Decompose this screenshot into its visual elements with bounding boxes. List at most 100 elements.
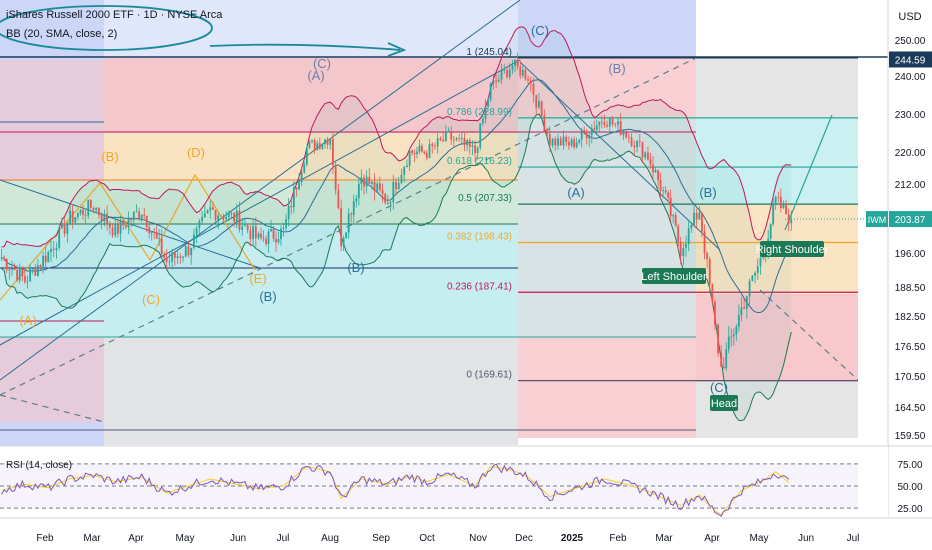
candle-body <box>373 181 376 192</box>
candle-body <box>495 80 497 82</box>
candle-body <box>155 232 158 239</box>
candle-body <box>184 246 187 257</box>
candle-body <box>442 139 445 142</box>
bb-upper <box>1 26 792 248</box>
candle-body <box>321 143 324 149</box>
price-tick: 240.00 <box>895 72 926 83</box>
candle-body <box>460 138 463 139</box>
candle-body <box>695 212 698 220</box>
fib-label-0.618: 0.618 (216.23) <box>447 156 512 167</box>
candle-body <box>257 233 260 239</box>
candle-body <box>150 232 153 234</box>
candle-body <box>392 181 395 203</box>
candle-body <box>230 212 233 214</box>
candle-body <box>630 137 633 146</box>
candle-body <box>751 275 754 282</box>
candle-body <box>452 139 455 141</box>
candle-body <box>418 145 421 152</box>
candle-body <box>487 99 489 107</box>
candle-body <box>743 307 746 309</box>
candle-body <box>540 101 543 117</box>
wave-path-orange <box>0 173 256 301</box>
candle-body <box>659 180 662 191</box>
cyan-zone-right <box>518 117 696 337</box>
candle-body <box>357 183 360 199</box>
fib-label-1: 1 (245.04) <box>466 47 512 58</box>
wave-label: (C) <box>142 292 160 307</box>
candle-body <box>506 70 508 78</box>
candle-body <box>497 79 500 82</box>
price-tick: 196.00 <box>895 249 926 260</box>
candle-body <box>386 202 389 204</box>
candle-body <box>355 198 358 202</box>
candle-body <box>759 257 762 267</box>
candle-body <box>687 228 690 244</box>
candle-body <box>714 301 716 325</box>
candle-body <box>34 268 37 276</box>
candle-body <box>606 124 608 127</box>
candle-body <box>3 257 6 259</box>
candle-body <box>580 130 583 140</box>
candle-body <box>280 228 282 240</box>
candle-body <box>538 101 540 108</box>
candle-body <box>782 203 785 209</box>
trendline-rising-2 <box>0 59 521 346</box>
candle-body <box>717 324 719 353</box>
candle-body <box>148 227 151 234</box>
candle-body <box>625 132 628 138</box>
candle-body <box>756 266 759 273</box>
candle-body <box>47 251 50 263</box>
candle-body <box>340 208 343 247</box>
candle-body <box>225 216 228 220</box>
wave-label: (B) <box>699 185 716 200</box>
candle-body <box>345 232 348 238</box>
candle-body <box>682 248 685 256</box>
candle-body <box>212 207 214 210</box>
candle-body <box>267 231 270 244</box>
candle-body <box>492 80 495 84</box>
rsi-tick: 50.00 <box>897 482 922 493</box>
candle-body <box>287 205 290 220</box>
candle-body <box>588 135 591 139</box>
candle-body <box>423 151 426 154</box>
candle-body <box>350 213 353 215</box>
candle-body <box>122 220 125 226</box>
candle-body <box>447 130 450 132</box>
trendline-rising <box>0 0 521 381</box>
candle-body <box>411 150 413 153</box>
candle-body <box>476 147 479 153</box>
candle-body <box>5 258 8 270</box>
candle-body <box>649 159 652 165</box>
candle-body <box>568 141 570 146</box>
candle-body <box>318 143 321 149</box>
candle-body <box>114 224 117 236</box>
candle-body <box>260 233 262 238</box>
candle-body <box>316 143 319 150</box>
candle-body <box>598 121 601 126</box>
candle-body <box>436 138 439 147</box>
fib-label-0.5: 0.5 (207.33) <box>458 193 512 204</box>
candle-body <box>52 248 55 250</box>
candle-body <box>24 276 26 282</box>
fib-label-0.786: 0.786 (228.99) <box>447 107 512 118</box>
candle-body <box>158 238 161 240</box>
candle-body <box>633 145 636 148</box>
candle-body <box>292 187 295 208</box>
red-zone <box>104 58 518 133</box>
candle-body <box>708 258 711 285</box>
candle-body <box>44 255 47 263</box>
candle-body <box>100 214 103 222</box>
time-label: Apr <box>704 533 720 544</box>
candle-body <box>730 336 733 338</box>
time-label: Feb <box>36 533 54 544</box>
candle-body <box>66 223 69 234</box>
candle-body <box>363 177 365 187</box>
candle-body <box>608 117 611 127</box>
candle-body <box>376 183 379 192</box>
projection-line <box>784 114 833 231</box>
candle-body <box>669 197 672 217</box>
candle-body <box>583 130 586 134</box>
candle-body <box>63 223 66 234</box>
price-tick: 188.50 <box>895 283 926 294</box>
